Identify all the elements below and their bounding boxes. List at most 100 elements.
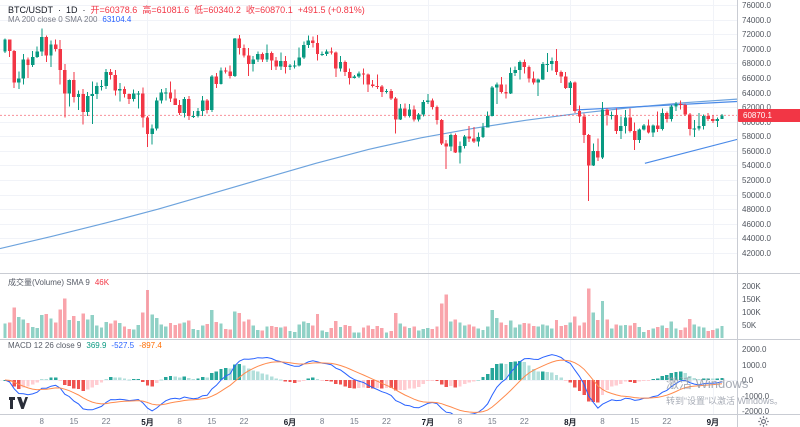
macd-histogram-bar <box>145 380 150 386</box>
candle-body <box>444 143 448 147</box>
volume-bar <box>168 322 173 338</box>
trendline[interactable] <box>574 100 737 111</box>
candle-body <box>720 115 724 119</box>
time-tick-label[interactable]: 8 <box>319 417 325 426</box>
volume-bar <box>164 326 168 338</box>
macd-histogram-bar <box>398 380 402 391</box>
time-tick-label[interactable]: 8 <box>39 417 44 426</box>
macd-histogram-bar <box>361 380 366 388</box>
macd-histogram-bar <box>403 380 407 391</box>
volume-bar <box>366 325 370 338</box>
candle-body <box>302 45 306 58</box>
time-tick-label[interactable]: 22 <box>239 417 249 426</box>
volume-bar <box>490 309 494 338</box>
volume-bar <box>242 321 246 338</box>
candle-body <box>242 48 246 56</box>
macd-histogram-bar <box>182 376 186 380</box>
time-tick-label[interactable]: 6月 <box>283 418 297 427</box>
time-tick-label[interactable]: 8 <box>600 417 605 426</box>
ma-legend[interactable]: MA 200 close 0 SMA 200 63104.4 <box>8 15 136 24</box>
volume-bar <box>325 331 329 338</box>
macd-histogram-bar <box>150 380 154 387</box>
candle-body <box>58 48 62 70</box>
macd-histogram-bar <box>430 380 435 381</box>
macd-histogram-bar <box>288 380 292 383</box>
macd-histogram-bar <box>421 380 425 384</box>
volume-bar <box>573 316 577 338</box>
trendline[interactable] <box>644 138 737 164</box>
volume-bar <box>288 331 292 338</box>
volume-bar <box>545 325 550 338</box>
timeframe[interactable]: 1D <box>66 5 78 15</box>
macd-histogram-bar <box>53 377 58 380</box>
candle-body <box>81 93 85 113</box>
candle-body <box>568 82 573 89</box>
candle-body <box>168 92 173 99</box>
volume-bar <box>614 324 618 338</box>
time-tick-label[interactable]: 15 <box>630 417 640 426</box>
volume-bar <box>159 324 163 338</box>
volume-bar <box>40 315 44 338</box>
volume-bar <box>58 309 62 338</box>
settings-gear-icon[interactable] <box>758 416 769 427</box>
pane-separator[interactable] <box>0 273 800 274</box>
candle-body <box>541 64 545 80</box>
macd-histogram-bar <box>246 368 251 380</box>
candle-body <box>256 53 260 60</box>
volume-bar <box>449 321 453 338</box>
macd-histogram-bar <box>260 373 265 380</box>
volume-legend[interactable]: 成交量(Volume) SMA 9 46K <box>8 277 114 288</box>
macd-legend[interactable]: MACD 12 26 close 9 369.9 -527.5 -897.4 <box>8 341 167 350</box>
time-tick-label[interactable]: 8月 <box>564 418 577 427</box>
candle-body <box>30 56 35 65</box>
candle-body <box>260 53 265 60</box>
candle-body <box>173 98 177 105</box>
macd-histogram-bar <box>678 371 683 380</box>
time-tick-label[interactable]: 15 <box>487 417 497 426</box>
macd-histogram-bar <box>518 360 522 380</box>
volume-bar <box>458 322 462 338</box>
macd-histogram-bar <box>343 380 347 387</box>
pane-separator[interactable] <box>0 339 800 340</box>
ma-label: MA 200 close 0 SMA 200 <box>8 15 98 24</box>
volume-bar <box>292 331 297 338</box>
time-tick-label[interactable]: 22 <box>101 417 111 426</box>
macd-histogram-bar <box>30 380 35 385</box>
volume-bar <box>205 323 209 338</box>
time-tick-label[interactable]: 15 <box>207 417 217 426</box>
volume-bar <box>200 325 205 338</box>
macd-histogram-bar <box>136 378 140 380</box>
candle-body <box>605 109 609 116</box>
time-tick-label[interactable]: 22 <box>382 417 391 426</box>
macd-histogram-bar <box>375 380 379 389</box>
time-tick-label[interactable]: 7月 <box>421 418 435 427</box>
time-tick-label[interactable]: 8 <box>177 417 182 426</box>
macd-histogram-bar <box>297 380 301 383</box>
time-tick-label[interactable]: 22 <box>519 417 529 426</box>
macd-histogram-bar <box>329 380 334 382</box>
macd-histogram-bar <box>366 380 370 389</box>
time-tick-label[interactable]: 9月 <box>706 418 720 427</box>
candle-body <box>338 61 343 69</box>
chart-plot-area[interactable] <box>0 0 737 415</box>
macd-histogram-bar <box>701 378 706 380</box>
time-tick-label[interactable]: 8 <box>457 417 463 426</box>
macd-histogram-bar <box>302 380 306 381</box>
volume-bar <box>651 328 655 338</box>
symbol-name[interactable]: BTC/USDT <box>8 5 53 15</box>
macd-histogram-bar <box>311 377 315 380</box>
volume-bar <box>118 322 122 338</box>
price-tick-label: 72000.0 <box>742 30 771 40</box>
volume-bar <box>577 325 582 338</box>
time-tick-label[interactable]: 5月 <box>141 418 154 427</box>
time-tick-label[interactable]: 15 <box>69 417 79 426</box>
time-tick-label[interactable]: 15 <box>349 417 359 426</box>
macd-histogram-bar <box>453 380 458 388</box>
macd-histogram-bar <box>619 380 623 385</box>
time-tick-label[interactable]: 22 <box>662 417 672 426</box>
price-tick-label: 68000.0 <box>742 59 771 69</box>
macd-tick-label: 2000.0 <box>742 345 767 354</box>
symbol-legend[interactable]: BTC/USDT · 1D · 开=60378.6 高=61081.6 低=60340.2 收… <box>8 3 370 16</box>
candle-body <box>196 110 200 116</box>
tradingview-logo[interactable] <box>8 396 28 410</box>
